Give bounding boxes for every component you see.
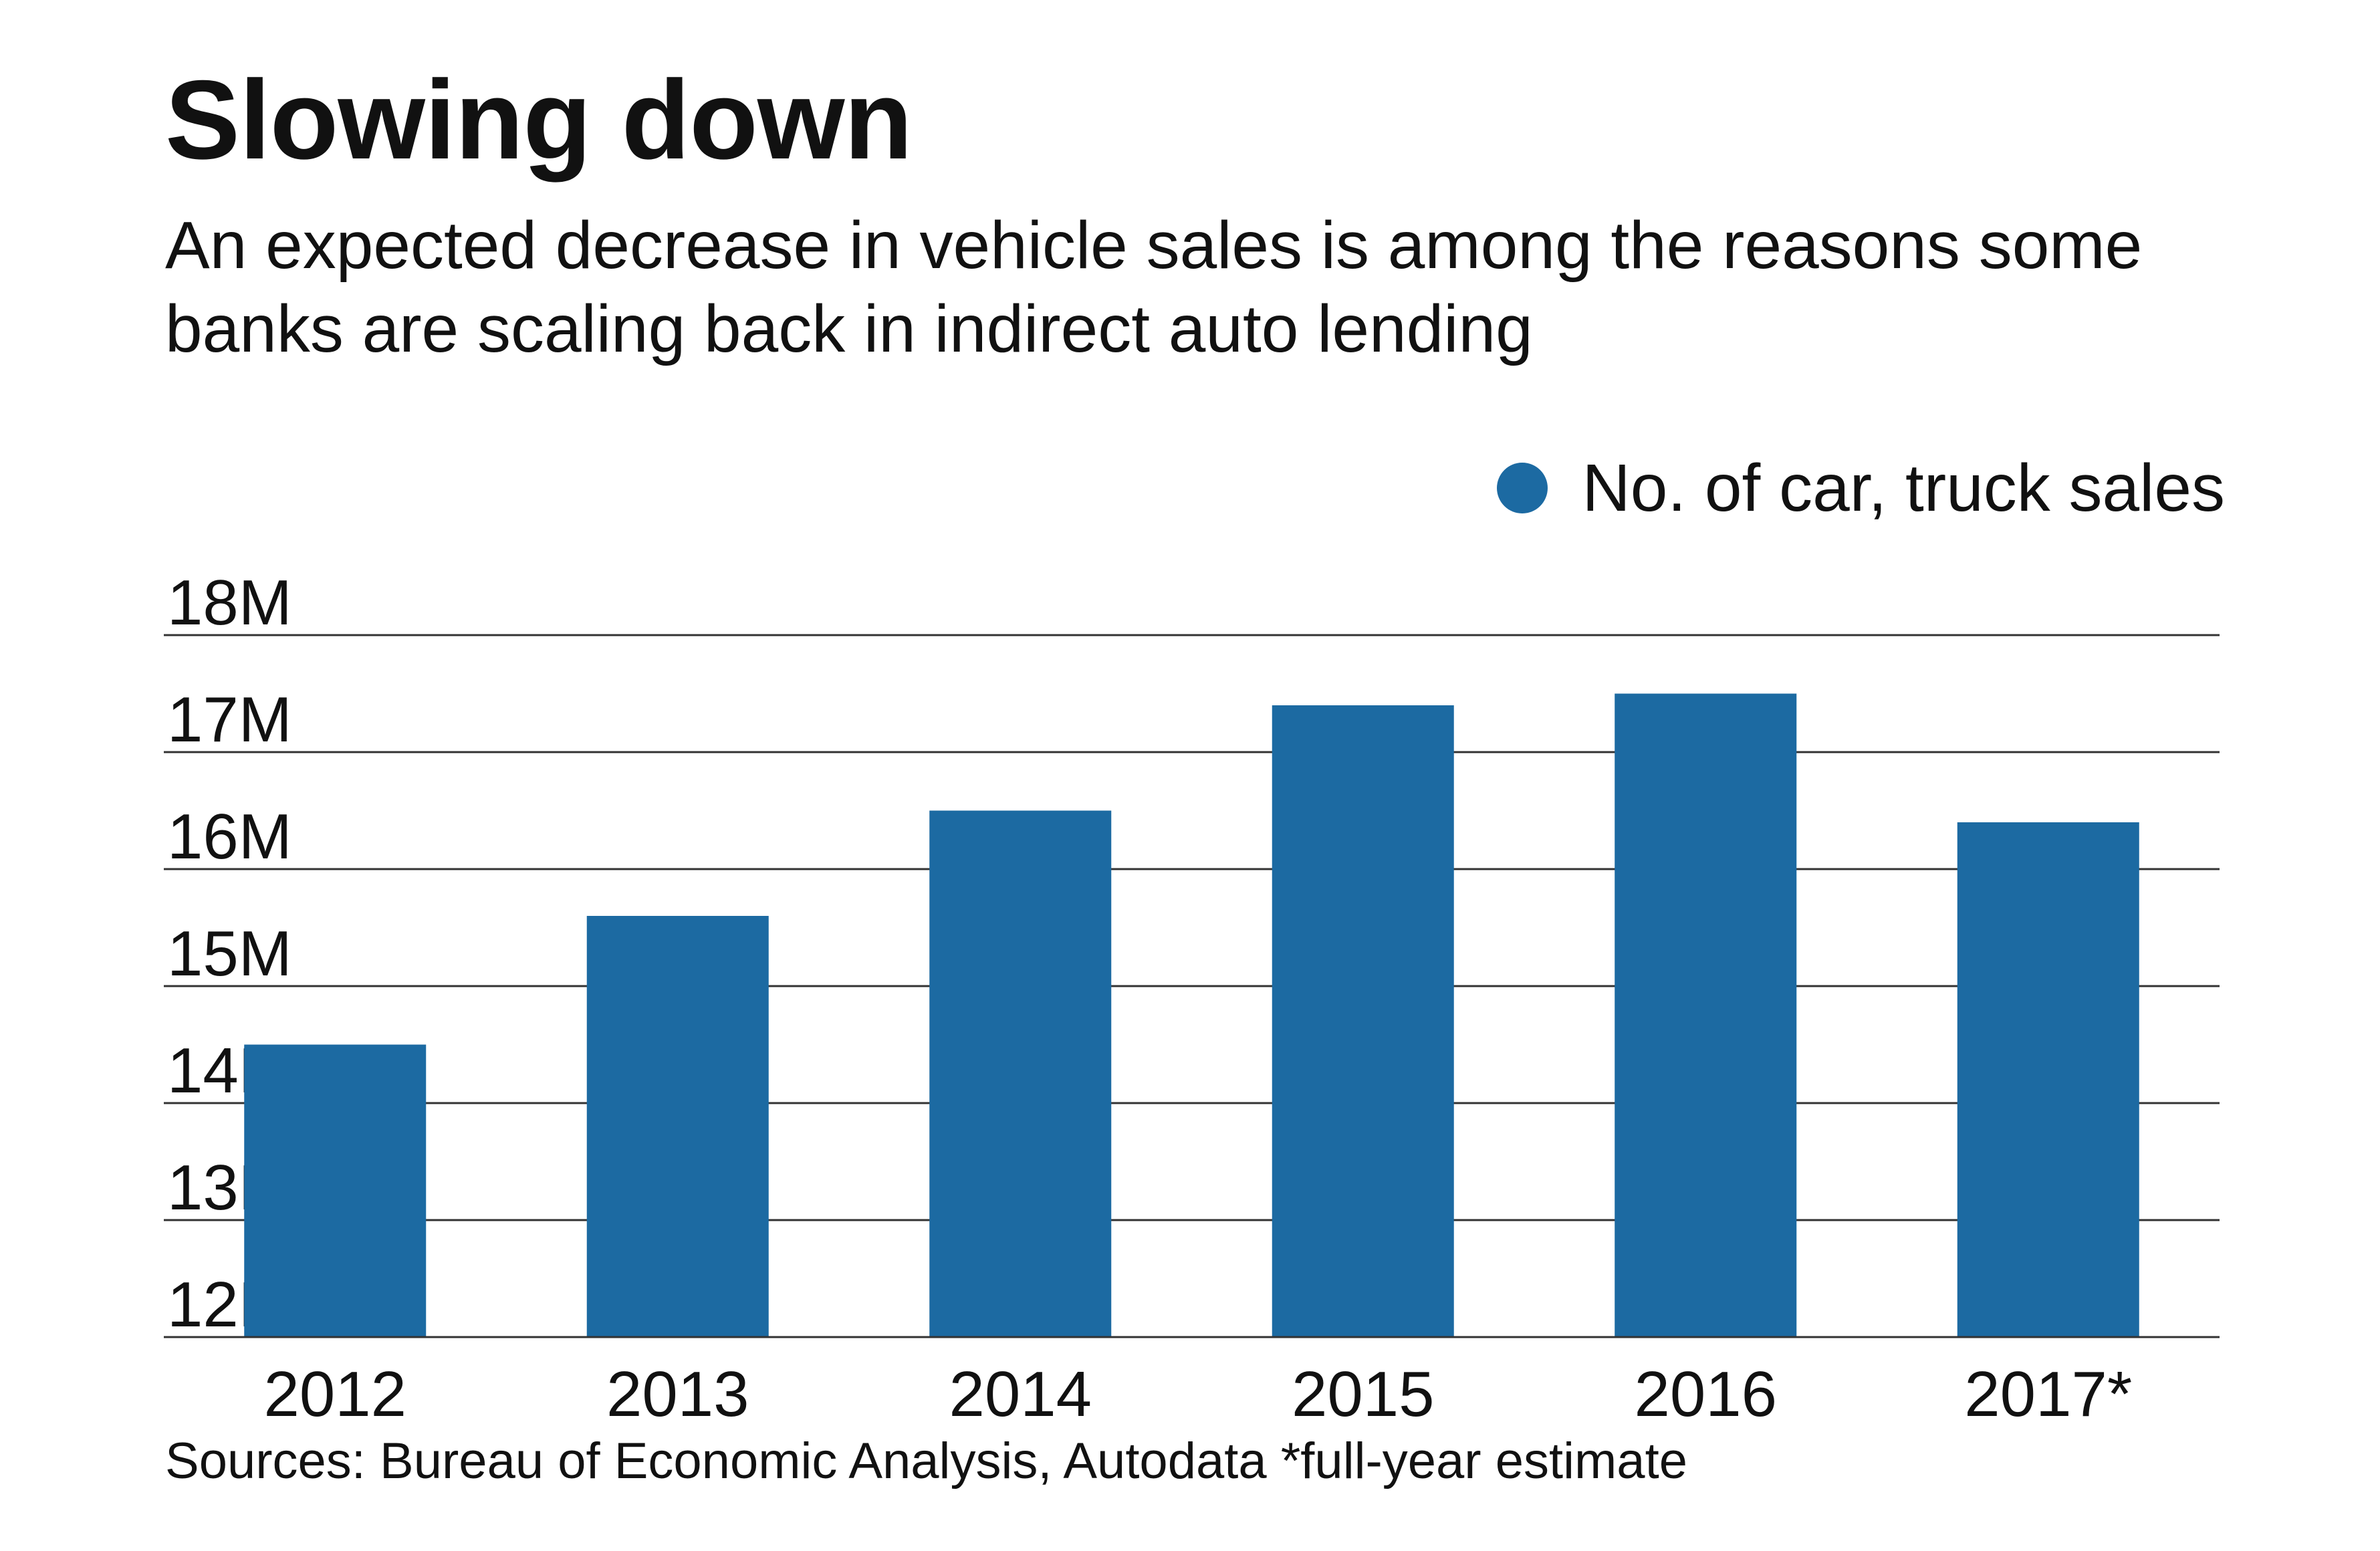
bar-2015 (1272, 705, 1454, 1337)
bar-2012 (244, 1044, 427, 1337)
y-tick-label: 15M (167, 918, 292, 989)
legend-label: No. of car, truck sales (1582, 451, 2225, 525)
x-tick-label: 2014 (949, 1358, 1092, 1430)
y-tick-label: 18M (167, 567, 292, 638)
x-tick-label: 2013 (606, 1358, 749, 1430)
x-tick-label: 2012 (263, 1358, 406, 1430)
y-tick-label: 16M (167, 801, 292, 872)
legend: No. of car, truck sales (1496, 448, 2225, 528)
y-tick-label: 17M (167, 684, 292, 755)
bar-2013 (586, 916, 769, 1337)
legend-swatch (1496, 463, 1548, 513)
x-tick-label: 2017* (1964, 1358, 2132, 1430)
chart-subtitle: An expected decrease in vehicle sales is… (165, 208, 2143, 366)
x-tick-label: 2015 (1292, 1358, 1435, 1430)
bar-2017 (1957, 822, 2139, 1337)
bar-2016 (1615, 693, 1797, 1337)
bar-2014 (929, 810, 1112, 1337)
source-note: Sources: Bureau of Economic Analysis, Au… (165, 1433, 1687, 1489)
x-tick-label: 2016 (1634, 1358, 1777, 1430)
chart-title: Slowing down (165, 57, 913, 183)
